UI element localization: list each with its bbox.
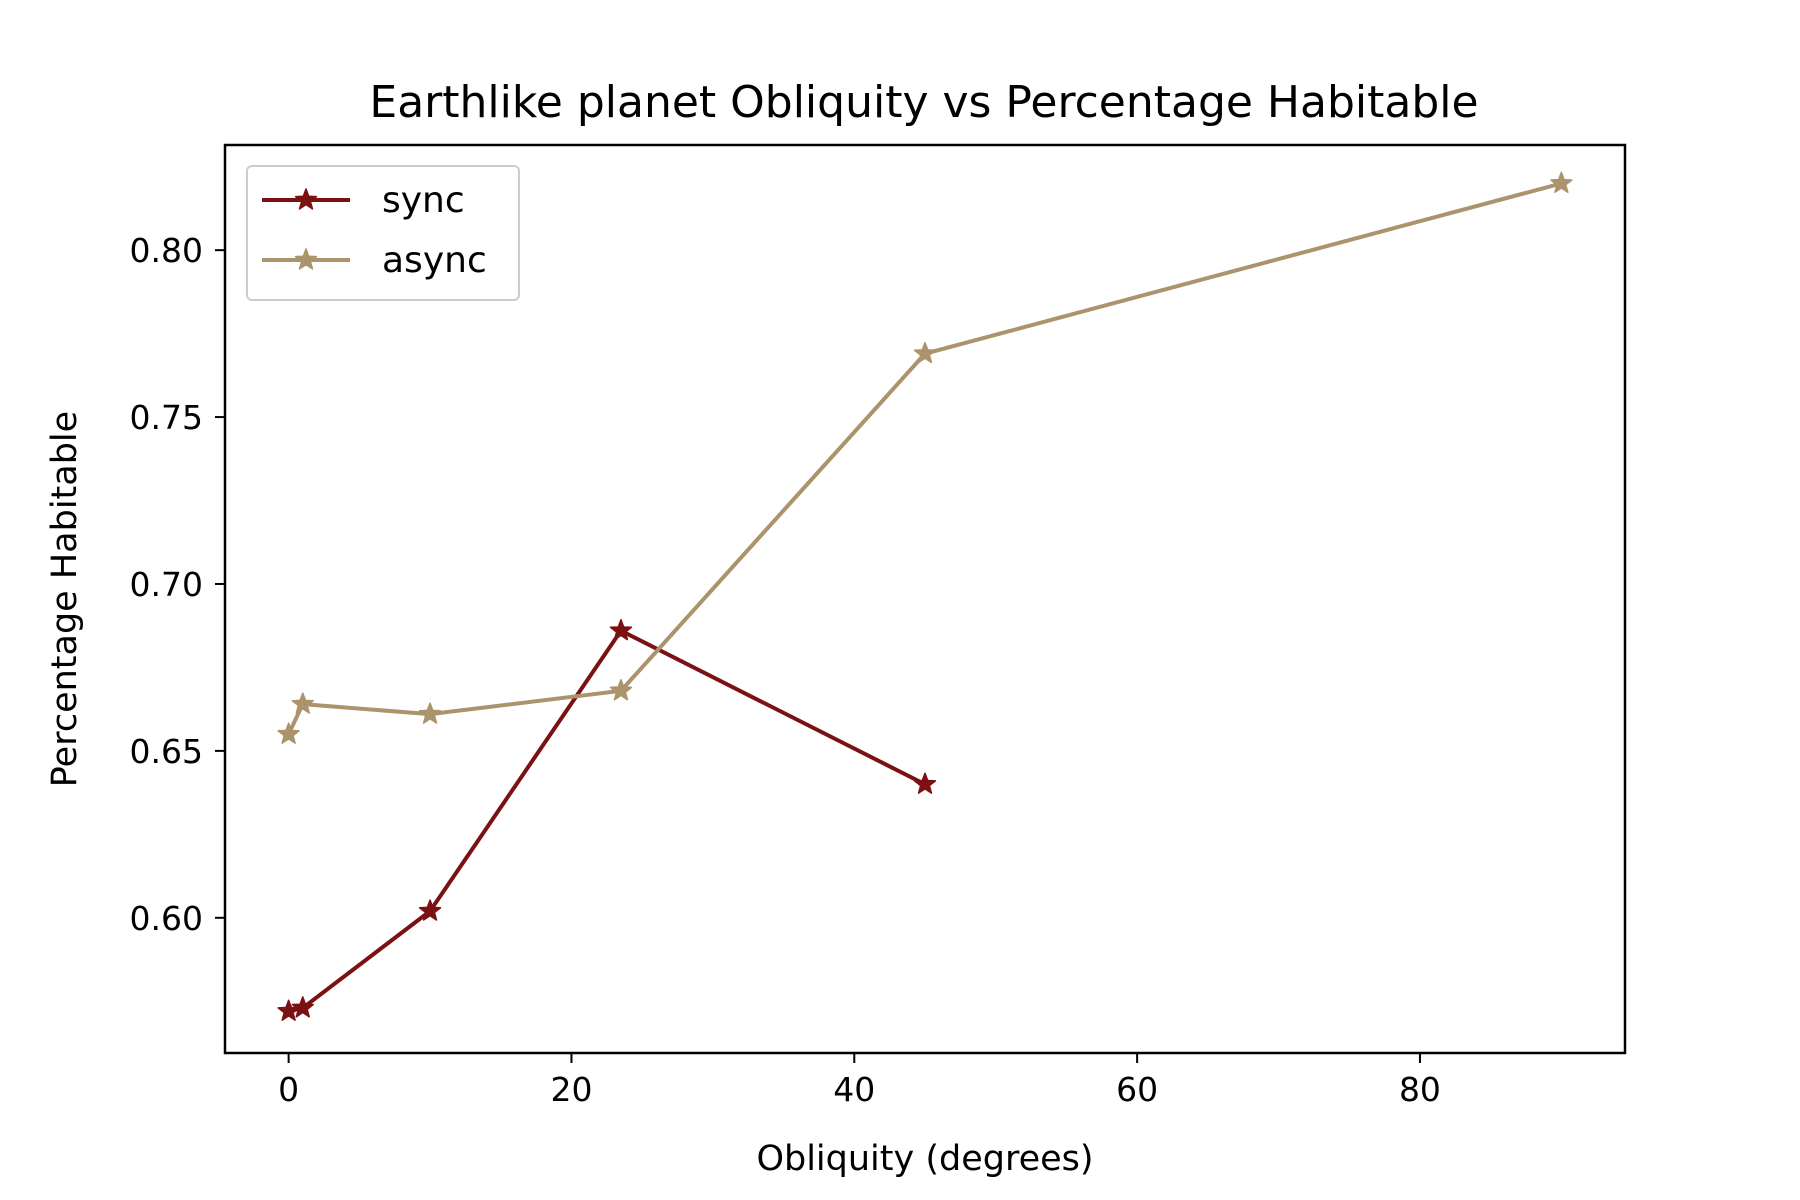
- x-tick-label: 20: [550, 1070, 592, 1109]
- y-axis: 0.60 0.65 0.70 0.75 0.80: [130, 231, 225, 938]
- y-tick-label: 0.65: [130, 732, 203, 771]
- data-point-async: [418, 702, 442, 724]
- data-point-sync: [418, 899, 442, 921]
- y-tick-label: 0.80: [130, 231, 203, 270]
- x-tick-label: 40: [833, 1070, 875, 1109]
- y-tick-label: 0.75: [130, 398, 203, 437]
- legend-entry-sync: sync: [262, 180, 465, 221]
- chart-title: Earthlike planet Obliquity vs Percentage…: [369, 77, 1478, 128]
- data-point-async: [291, 692, 314, 714]
- x-tick-label: 60: [1116, 1070, 1158, 1109]
- x-tick-label: 80: [1399, 1070, 1441, 1109]
- legend-marker: [294, 188, 318, 210]
- legend: sync async: [246, 165, 520, 301]
- data-point-sync: [913, 772, 937, 794]
- x-axis-label: Obliquity (degrees): [756, 1139, 1093, 1179]
- x-axis: 0 20 40 60 80: [278, 1053, 1441, 1109]
- plot-frame: [223, 143, 1627, 1055]
- x-tick-label: 0: [278, 1070, 299, 1109]
- legend-marker: [294, 248, 318, 270]
- data-point-async: [609, 679, 633, 701]
- legend-label: sync: [382, 180, 465, 221]
- y-tick-label: 0.70: [130, 565, 203, 604]
- y-axis-label: Percentage Habitable: [45, 411, 85, 787]
- series-line-sync: [288, 628, 926, 1014]
- plot-area: [277, 171, 1573, 1021]
- data-point-sync: [291, 996, 314, 1018]
- y-tick-label: 0.60: [130, 899, 203, 938]
- legend-label: async: [382, 240, 487, 281]
- data-point-async: [277, 722, 300, 744]
- data-point-async: [913, 341, 937, 364]
- series-sync: [277, 618, 937, 1021]
- series-async: [277, 171, 1573, 744]
- data-point-async: [1550, 171, 1573, 194]
- legend-entry-async: async: [262, 240, 487, 281]
- data-point-sync: [609, 618, 633, 641]
